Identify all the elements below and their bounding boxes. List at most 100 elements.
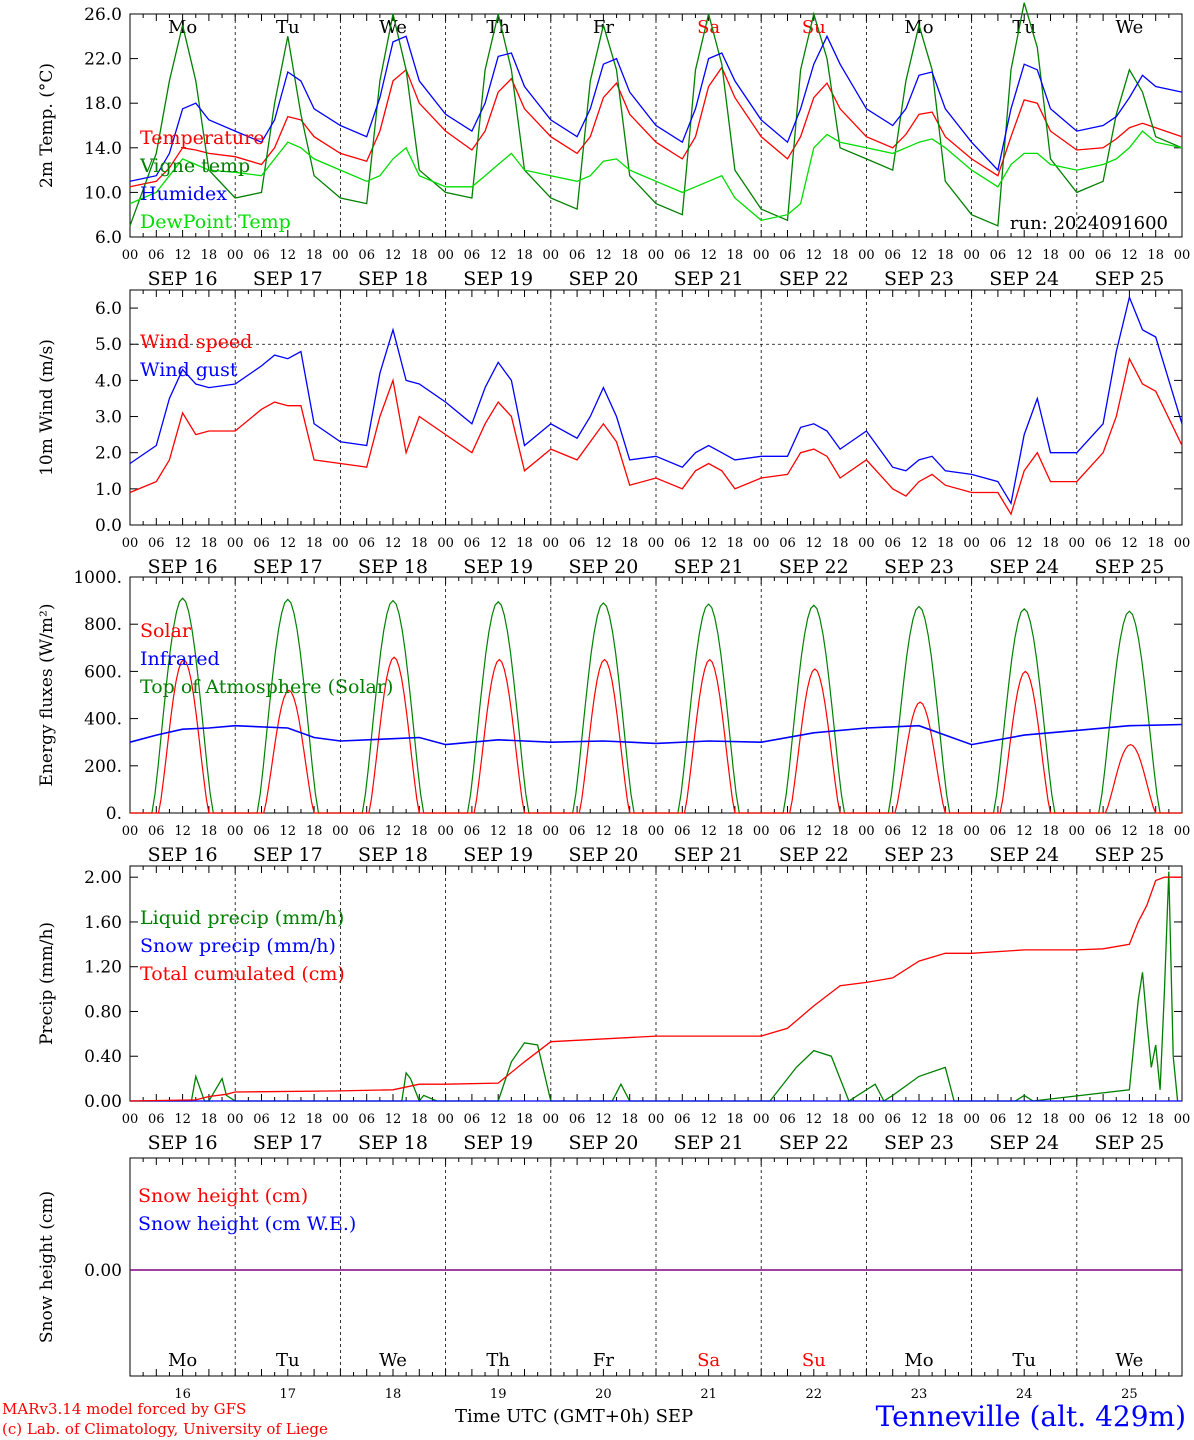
hour-tick-label: 18 bbox=[832, 248, 849, 263]
hour-tick-label: 12 bbox=[280, 1112, 297, 1127]
hour-tick-label: 12 bbox=[595, 248, 612, 263]
lab-credit: (c) Lab. of Climatology, University of L… bbox=[2, 1420, 328, 1438]
hour-tick-label: 06 bbox=[779, 824, 796, 839]
y-axis-title: Precip (mm/h) bbox=[37, 922, 57, 1045]
date-label: SEP 19 bbox=[463, 556, 533, 578]
hour-tick-label: 00 bbox=[1069, 1112, 1086, 1127]
hour-tick-label: 00 bbox=[963, 536, 980, 551]
hour-tick-label: 06 bbox=[358, 248, 375, 263]
hour-tick-label: 00 bbox=[332, 536, 349, 551]
hour-tick-label: 06 bbox=[464, 1112, 481, 1127]
date-label: SEP 20 bbox=[568, 268, 638, 290]
hour-tick-label: 00 bbox=[122, 1112, 139, 1127]
legend-dewpoint-temp: DewPoint Temp bbox=[140, 211, 291, 233]
hour-tick-label: 18 bbox=[411, 536, 428, 551]
hour-tick-label: 18 bbox=[516, 824, 533, 839]
date-label: SEP 22 bbox=[779, 268, 849, 290]
hour-tick-label: 12 bbox=[1016, 1112, 1033, 1127]
hour-tick-label: 18 bbox=[1147, 824, 1164, 839]
hour-tick-label: 06 bbox=[990, 248, 1007, 263]
series-wind-gust bbox=[129, 295, 1183, 506]
y-tick-label: 26.0 bbox=[84, 5, 122, 25]
date-label: SEP 18 bbox=[358, 844, 428, 866]
hour-tick-label: 00 bbox=[753, 248, 770, 263]
date-label: SEP 24 bbox=[989, 556, 1059, 578]
hour-tick-label: 06 bbox=[253, 536, 270, 551]
panel-temp: 2m Temp. (°C) 00 06 12 18 00 06 12 18 00 06 12 18 00 0… bbox=[37, 2, 1191, 290]
hour-tick-label: 06 bbox=[148, 536, 165, 551]
y-tick-label: 1.0 bbox=[95, 480, 122, 500]
hour-tick-label: 06 bbox=[464, 824, 481, 839]
hour-tick-label: 18 bbox=[727, 536, 744, 551]
weekday-label: Tu bbox=[276, 1350, 300, 1371]
date-label: SEP 21 bbox=[674, 556, 744, 578]
date-label: SEP 16 bbox=[148, 844, 218, 866]
y-tick-label: 200. bbox=[84, 757, 122, 777]
date-label: SEP 18 bbox=[358, 1132, 428, 1154]
hour-tick-label: 18 bbox=[411, 248, 428, 263]
hour-tick-label: 00 bbox=[543, 248, 560, 263]
hour-tick-label: 18 bbox=[832, 1112, 849, 1127]
hour-tick-label: 12 bbox=[806, 248, 823, 263]
series-solar bbox=[130, 656, 1182, 814]
hour-tick-label: 12 bbox=[385, 248, 402, 263]
hour-tick-label: 18 bbox=[727, 248, 744, 263]
date-label: SEP 22 bbox=[779, 844, 849, 866]
y-tick-label: 0.0 bbox=[95, 516, 122, 536]
hour-tick-label: 12 bbox=[490, 248, 507, 263]
hour-tick-label: 18 bbox=[516, 248, 533, 263]
legend-infrared: Infrared bbox=[140, 648, 220, 670]
hour-tick-label: 06 bbox=[674, 824, 691, 839]
day-number-label: 22 bbox=[806, 1387, 823, 1400]
hour-tick-label: 06 bbox=[569, 248, 586, 263]
hour-tick-label: 06 bbox=[779, 1112, 796, 1127]
hour-tick-label: 00 bbox=[227, 824, 244, 839]
hour-tick-label: 06 bbox=[148, 1112, 165, 1127]
hour-tick-label: 00 bbox=[753, 536, 770, 551]
hour-tick-label: 06 bbox=[253, 248, 270, 263]
date-label: SEP 25 bbox=[1094, 556, 1164, 578]
hour-tick-label: 12 bbox=[280, 824, 297, 839]
date-label: SEP 16 bbox=[148, 1132, 218, 1154]
hour-tick-label: 12 bbox=[174, 824, 191, 839]
series-wind-speed bbox=[129, 356, 1183, 516]
hour-tick-label: 00 bbox=[227, 248, 244, 263]
y-tick-label: 2.00 bbox=[84, 868, 122, 888]
hour-tick-label: 06 bbox=[148, 824, 165, 839]
date-label: SEP 17 bbox=[253, 1132, 323, 1154]
hour-tick-label: 18 bbox=[727, 824, 744, 839]
hour-tick-label: 12 bbox=[806, 1112, 823, 1127]
legend-solar: Solar bbox=[140, 620, 192, 642]
hour-tick-label: 00 bbox=[332, 248, 349, 263]
y-tick-label: 0.00 bbox=[84, 1092, 122, 1112]
hour-tick-label: 12 bbox=[1121, 824, 1138, 839]
date-label: SEP 23 bbox=[884, 844, 954, 866]
day-number-label: 24 bbox=[1016, 1387, 1033, 1400]
y-tick-label: 0. bbox=[106, 804, 122, 824]
hour-tick-label: 06 bbox=[990, 1112, 1007, 1127]
hour-tick-label: 00 bbox=[1174, 248, 1191, 263]
weekday-label: Mo bbox=[904, 1350, 933, 1371]
y-tick-label: 1000. bbox=[73, 568, 122, 588]
weekday-label: Tu bbox=[1012, 1350, 1036, 1371]
hour-tick-label: 12 bbox=[1121, 248, 1138, 263]
hour-tick-label: 00 bbox=[1174, 1112, 1191, 1127]
y-axis-title: 10m Wind (m/s) bbox=[37, 339, 57, 476]
y-axis-title: Energy fluxes (W/m²) bbox=[37, 604, 57, 787]
y-tick-label: 800. bbox=[84, 615, 122, 635]
day-number-label: 16 bbox=[174, 1387, 191, 1400]
hour-tick-label: 18 bbox=[201, 536, 218, 551]
panel-snow: Snow height (cm) 0.00 Snow height (cm) Snow… bbox=[37, 1157, 1183, 1400]
y-tick-label: 4.0 bbox=[95, 371, 122, 391]
weekday-label: Fr bbox=[593, 1350, 614, 1371]
date-label: SEP 23 bbox=[884, 556, 954, 578]
hour-tick-label: 18 bbox=[201, 824, 218, 839]
hour-tick-label: 00 bbox=[122, 248, 139, 263]
date-label: SEP 24 bbox=[989, 844, 1059, 866]
series-dewpoint-temp bbox=[129, 130, 1183, 222]
hour-tick-label: 06 bbox=[569, 536, 586, 551]
hour-tick-label: 18 bbox=[937, 536, 954, 551]
hour-tick-label: 12 bbox=[700, 824, 717, 839]
y-tick-label: 22.0 bbox=[84, 50, 122, 70]
date-label: SEP 18 bbox=[358, 268, 428, 290]
